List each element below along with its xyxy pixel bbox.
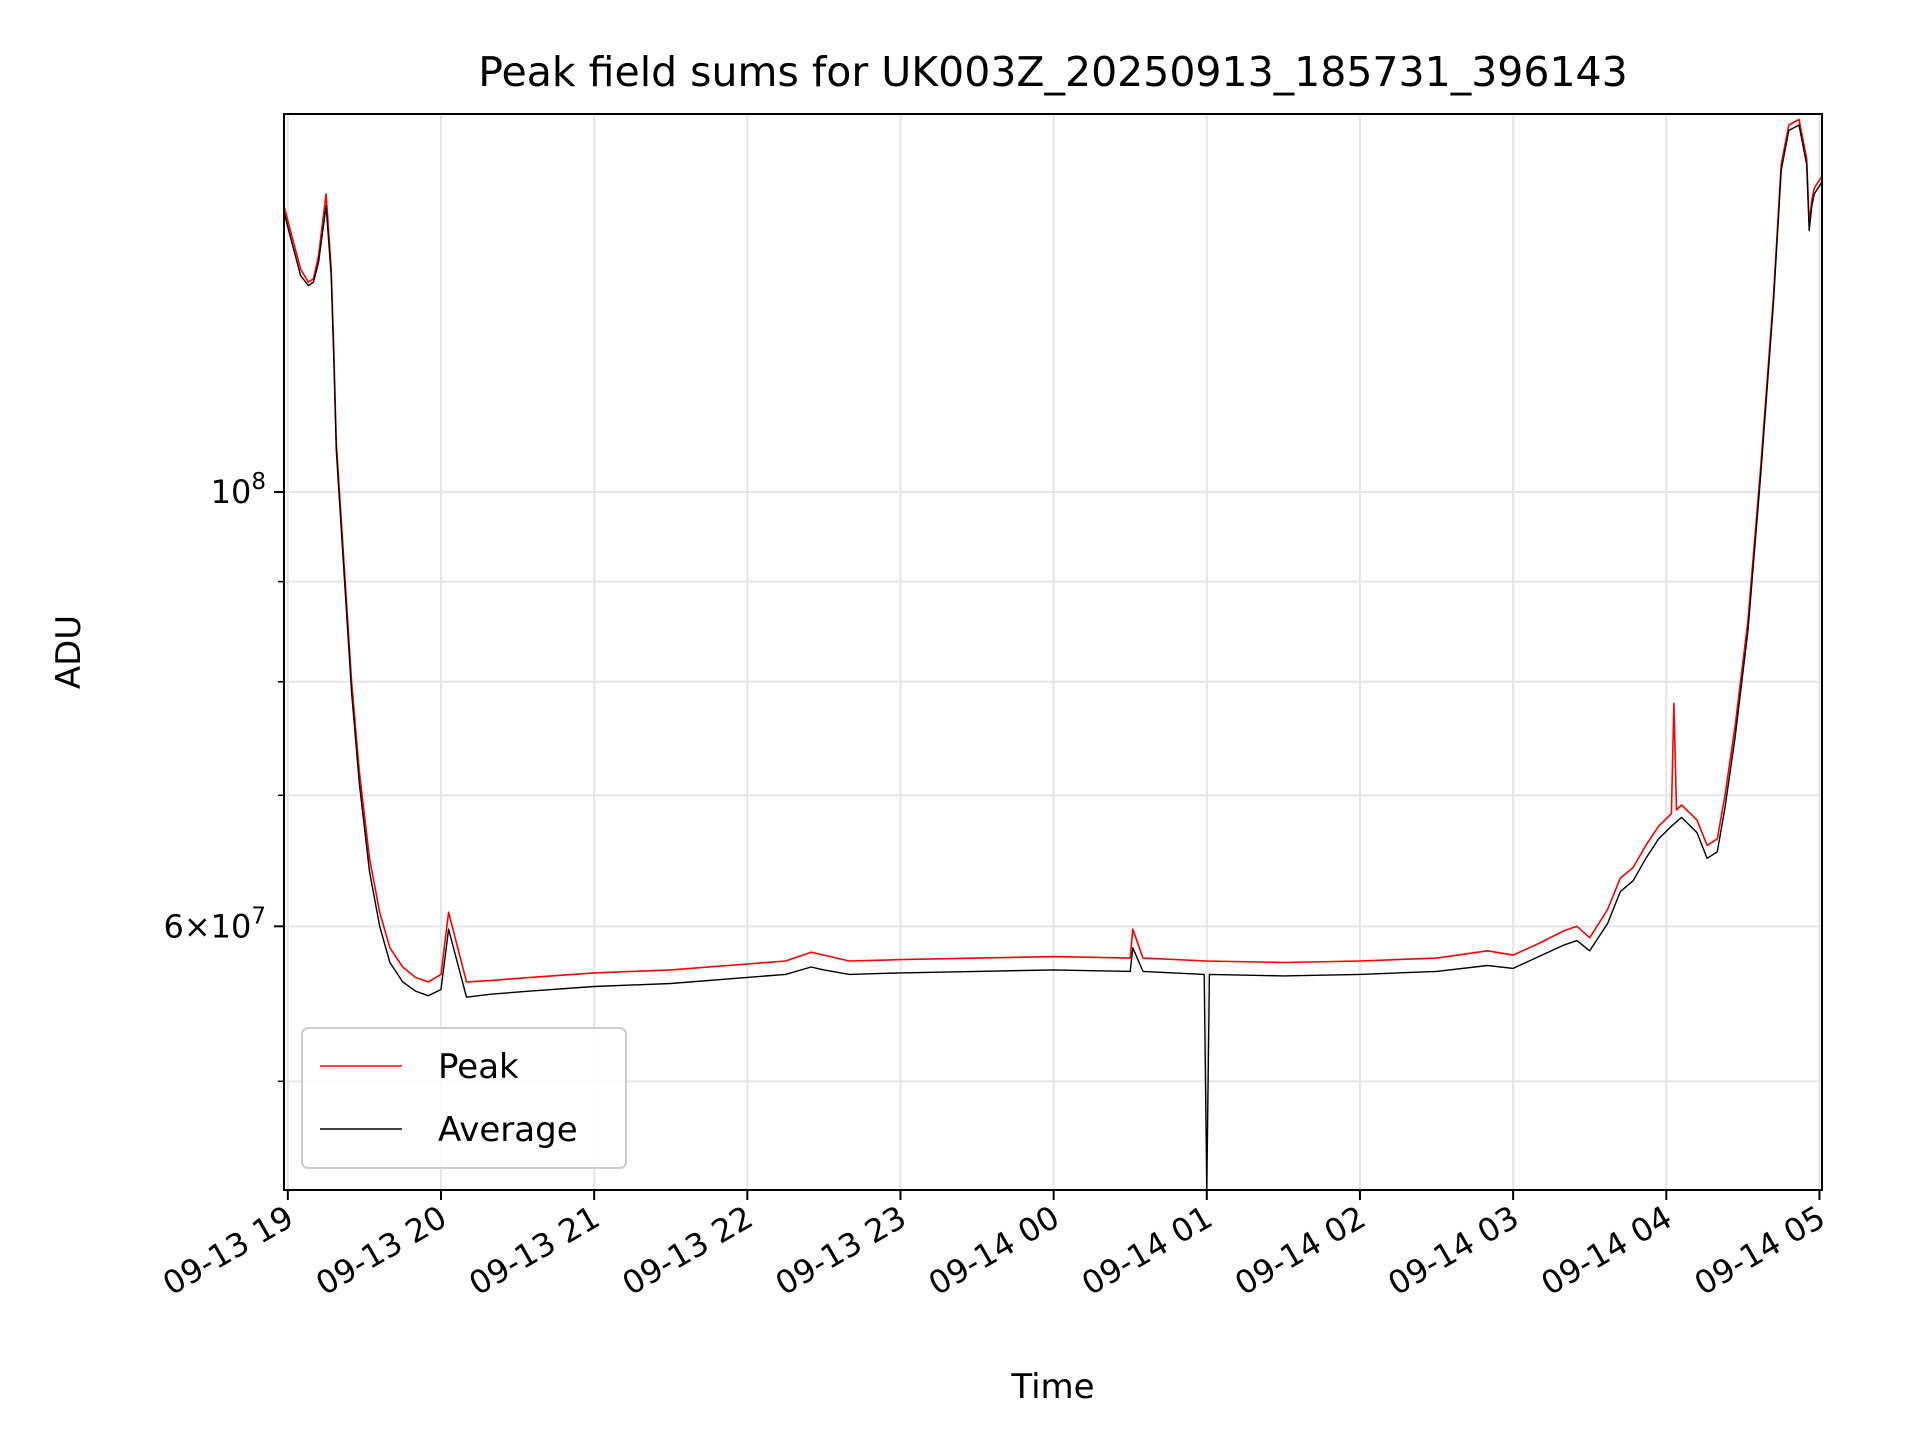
legend-average-label: Average bbox=[438, 1110, 578, 1150]
y-axis-title: ADU bbox=[49, 615, 89, 689]
y-tick-label: 108 bbox=[211, 469, 266, 511]
series-line-peak bbox=[283, 118, 1823, 983]
grid-layer bbox=[284, 114, 1822, 1190]
series-layer bbox=[283, 118, 1823, 1191]
y-tick-label: 6×107 bbox=[163, 903, 266, 945]
legend: Peak Average bbox=[301, 1027, 627, 1169]
x-axis-title: Time bbox=[1010, 1367, 1094, 1407]
series-line-average bbox=[283, 124, 1823, 1191]
chart-title: Peak field sums for UK003Z_20250913_1857… bbox=[478, 48, 1627, 96]
legend-peak-label: Peak bbox=[438, 1047, 519, 1087]
legend-box bbox=[301, 1027, 627, 1169]
